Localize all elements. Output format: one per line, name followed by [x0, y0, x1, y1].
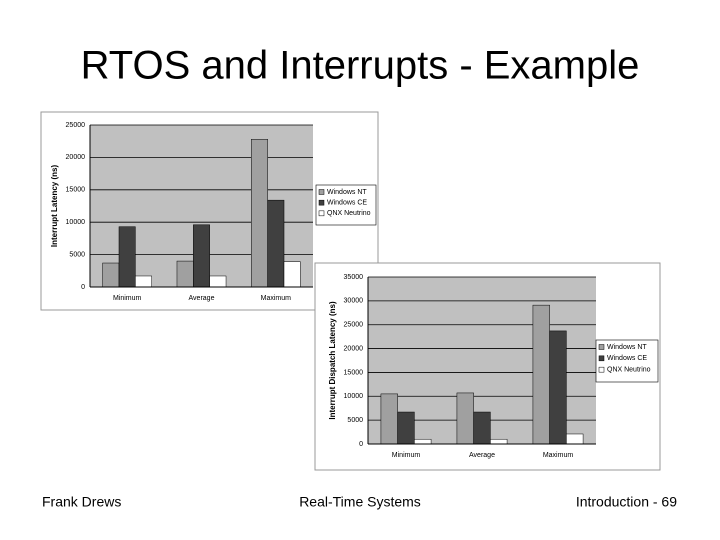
y-tick-label: 35000	[344, 274, 364, 281]
bar	[549, 330, 567, 445]
legend-box	[595, 339, 659, 383]
bar	[397, 411, 415, 445]
y-axis-title: Interrupt Latency (ns)	[50, 165, 59, 248]
legend-label: Windows NT	[607, 344, 647, 351]
legend-label: QNX Neutrino	[607, 367, 651, 374]
bar	[566, 433, 584, 445]
bar	[118, 226, 136, 288]
legend-swatch	[598, 366, 605, 373]
slide-title: RTOS and Interrupts - Example	[81, 44, 640, 88]
footer-left: Frank Drews	[42, 494, 121, 510]
y-tick-label: 10000	[344, 393, 364, 400]
legend-swatch	[598, 355, 605, 362]
bar	[456, 392, 474, 445]
y-axis-title: Interrupt Dispatch Latency (ns)	[328, 301, 337, 420]
bar	[490, 438, 508, 445]
x-tick-label: Maximum	[261, 295, 292, 302]
y-tick-label: 30000	[344, 298, 364, 305]
x-tick-label: Maximum	[543, 452, 574, 459]
x-tick-label: Minimum	[113, 295, 142, 302]
bar	[176, 260, 194, 288]
footer-right: Introduction - 69	[576, 494, 677, 510]
bar	[267, 199, 285, 288]
y-tick-label: 5000	[69, 251, 85, 258]
y-tick-label: 10000	[66, 219, 86, 226]
legend-label: Windows NT	[327, 189, 367, 196]
bar	[532, 304, 550, 445]
legend-swatch	[318, 189, 325, 195]
bar	[414, 438, 432, 445]
footer-center: Real-Time Systems	[299, 494, 421, 510]
y-tick-label: 5000	[347, 417, 363, 424]
legend-swatch	[318, 199, 325, 206]
y-tick-label: 20000	[344, 345, 364, 352]
y-tick-label: 25000	[344, 322, 364, 329]
y-tick-label: 25000	[66, 122, 86, 129]
bar	[102, 262, 120, 288]
bar	[473, 411, 491, 445]
legend-swatch	[598, 344, 605, 350]
bar	[283, 261, 301, 288]
x-tick-label: Average	[469, 452, 495, 459]
bar	[380, 393, 398, 445]
legend-label: Windows CE	[327, 200, 367, 207]
y-tick-label: 0	[81, 284, 85, 291]
bar	[193, 224, 210, 288]
bar	[251, 139, 268, 288]
y-tick-label: 15000	[344, 369, 364, 376]
bar	[135, 275, 152, 288]
legend-box	[315, 184, 377, 226]
x-tick-label: Minimum	[392, 452, 421, 459]
y-tick-label: 20000	[66, 154, 86, 161]
y-tick-label: 0	[359, 441, 363, 448]
legend-swatch	[318, 210, 325, 217]
legend-label: QNX Neutrino	[327, 210, 371, 217]
y-tick-label: 15000	[66, 187, 86, 194]
bar	[209, 275, 227, 288]
legend-label: Windows CE	[607, 355, 647, 362]
x-tick-label: Average	[189, 295, 215, 302]
